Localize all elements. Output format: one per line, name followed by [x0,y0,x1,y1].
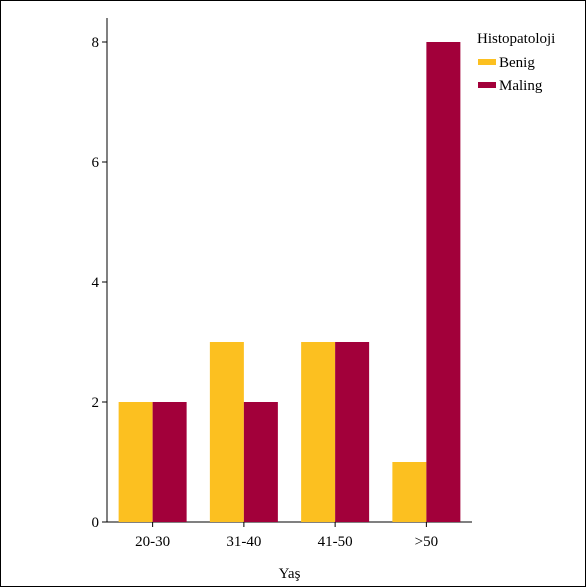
legend-items: Benig Maling [478,55,543,94]
plot-area: 0 2 4 6 8 20-30 31-40 41-50 >50 [92,18,473,550]
x-tick-label-3: >50 [415,534,438,550]
bar-benig-2 [301,342,335,522]
legend: Histopatoloji Benig Maling [477,31,555,94]
legend-label-maling: Maling [499,78,543,94]
legend-title: Histopatoloji [477,31,555,47]
y-tick-label-0: 0 [92,515,100,531]
y-tick-label-8: 8 [92,35,100,51]
bar-benig-0 [119,402,153,522]
bar-maling-0 [153,402,187,522]
bar-maling-1 [244,402,278,522]
bars [119,42,461,522]
legend-swatch-maling [478,82,496,88]
x-axis-ticks: 20-30 31-40 41-50 >50 [135,522,438,550]
x-tick-label-1: 31-40 [226,534,261,550]
x-tick-label-0: 20-30 [135,534,170,550]
x-tick-label-2: 41-50 [318,534,353,550]
bar-maling-3 [426,42,460,522]
legend-swatch-benig [478,59,496,65]
legend-label-benig: Benig [499,55,535,71]
y-tick-label-2: 2 [92,395,100,411]
x-axis-title: Yaş [279,566,301,582]
bar-maling-2 [335,342,369,522]
y-axis-ticks: 0 2 4 6 8 [92,35,108,531]
bar-benig-1 [210,342,244,522]
y-tick-label-6: 6 [92,155,100,171]
y-tick-label-4: 4 [92,275,100,291]
bar-benig-3 [392,462,426,522]
